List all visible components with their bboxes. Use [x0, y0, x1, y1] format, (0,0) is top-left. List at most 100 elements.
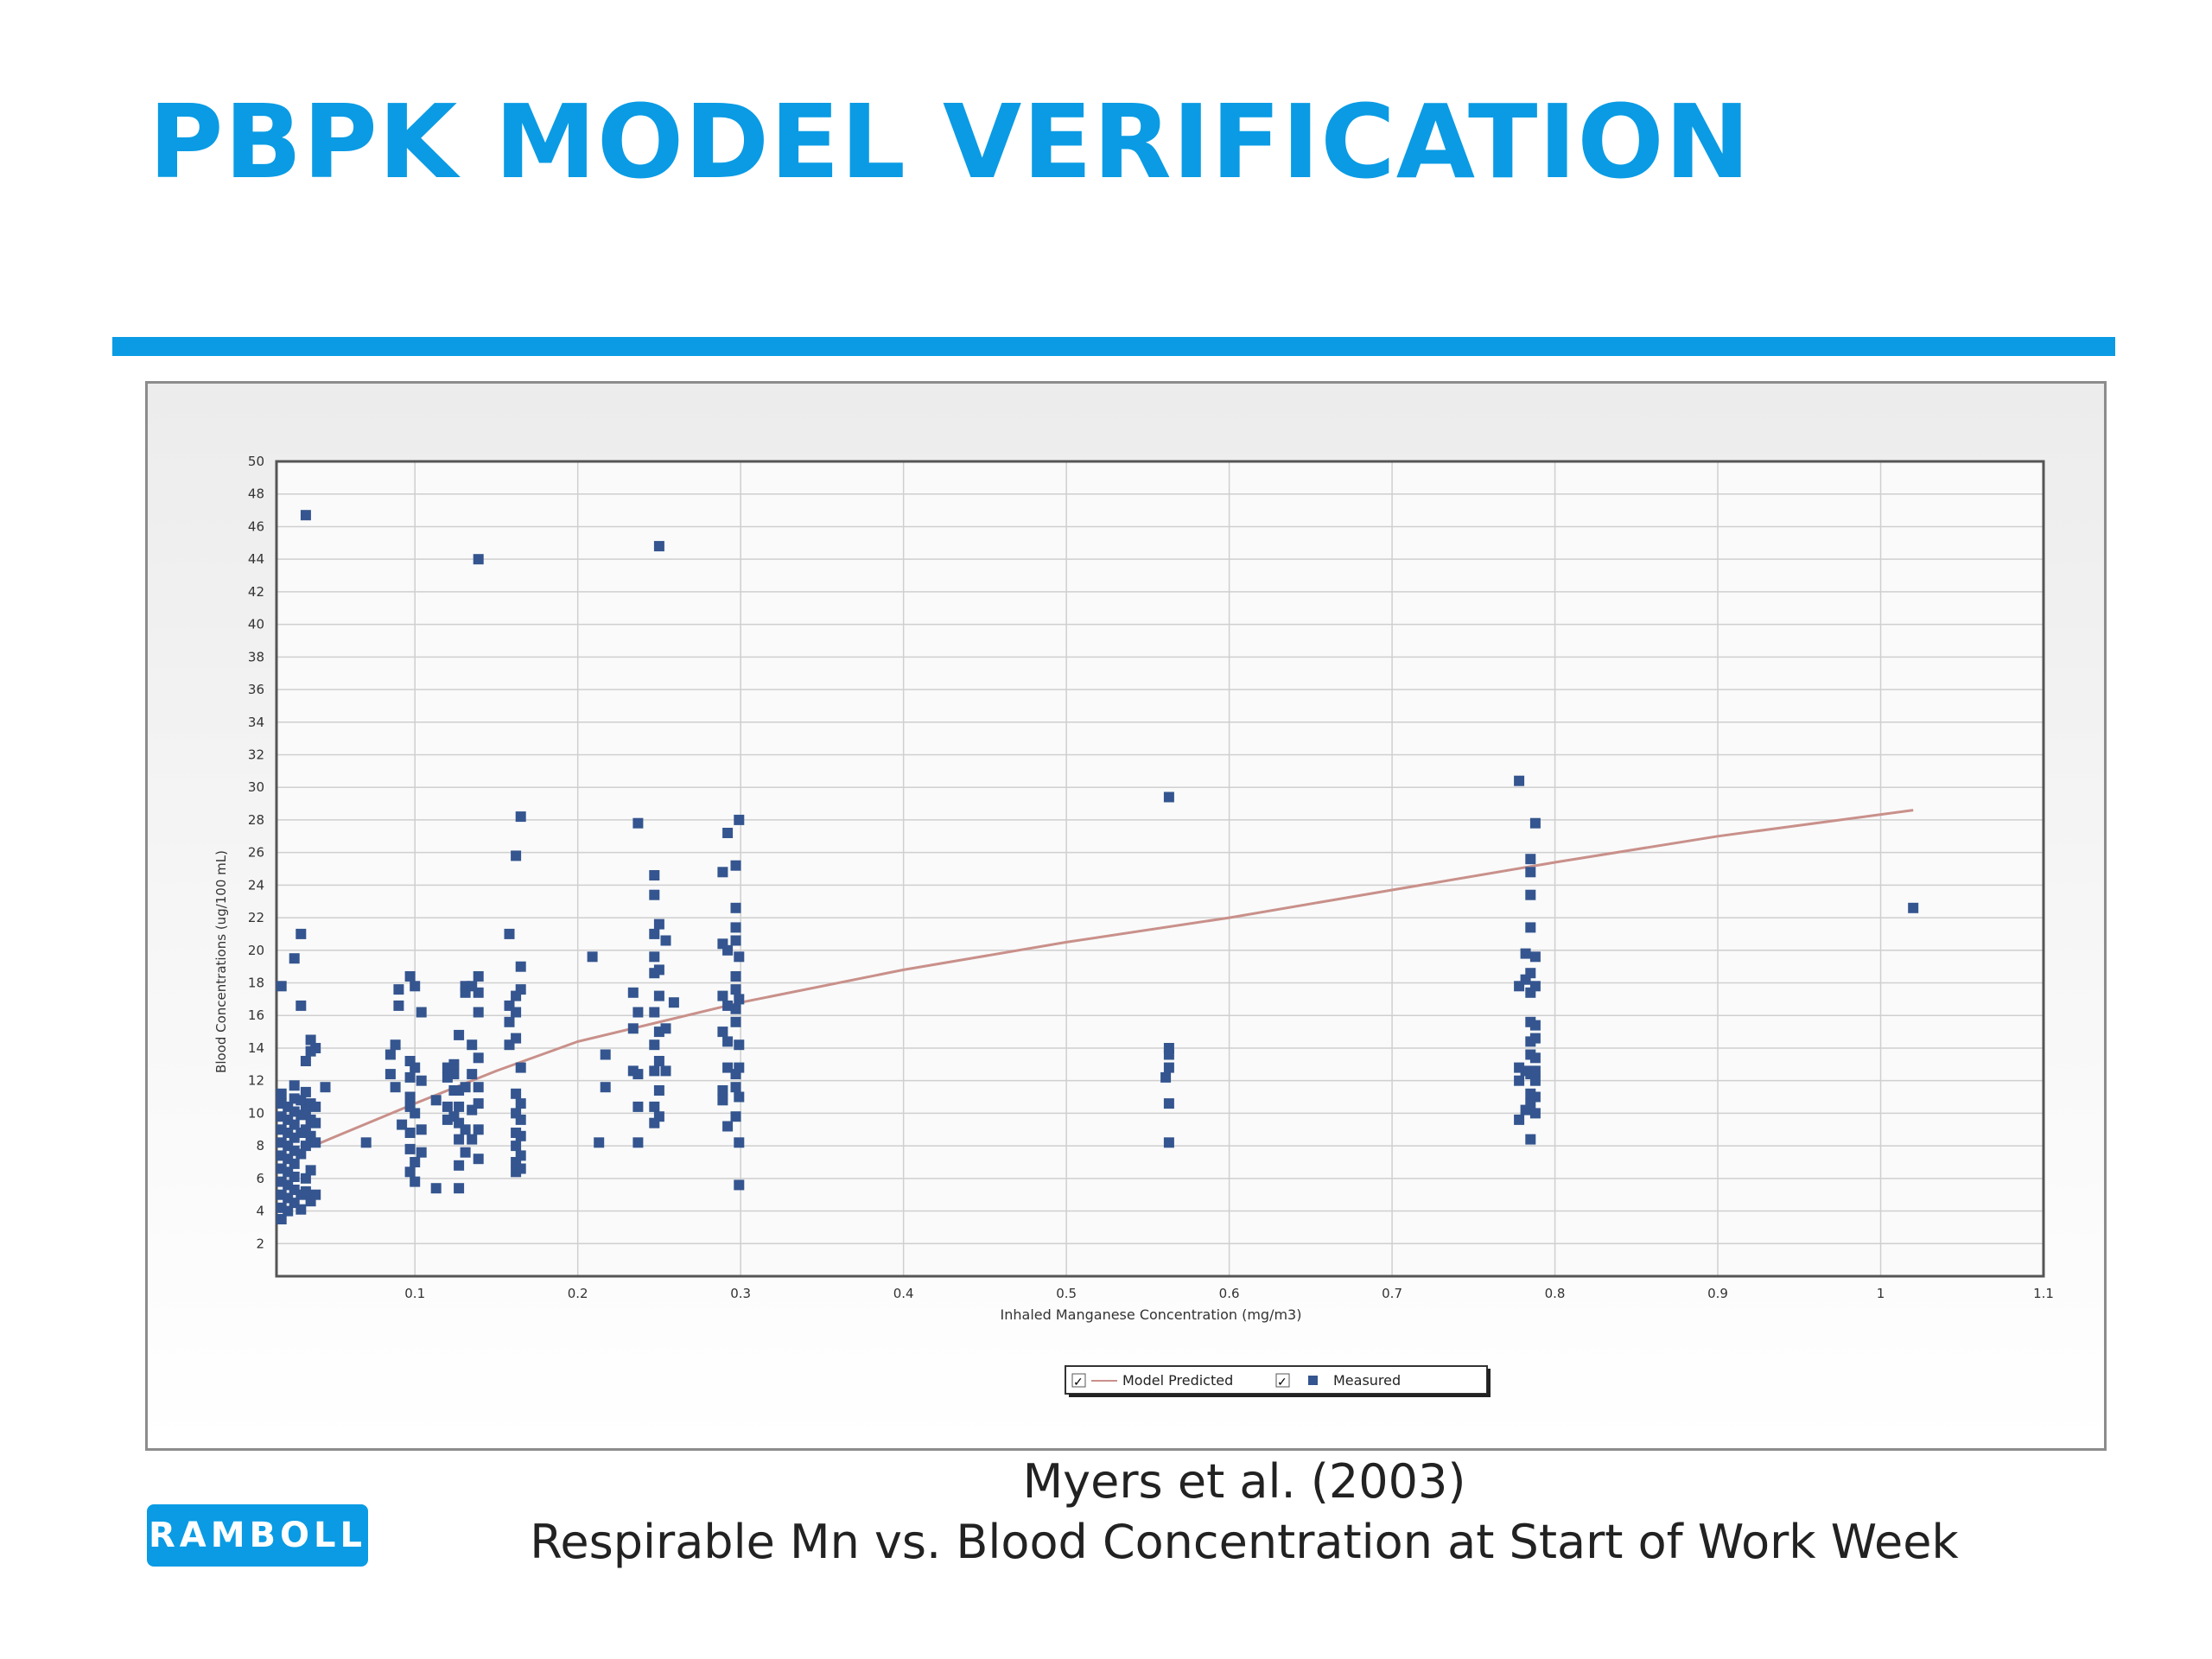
measured-point	[653, 964, 664, 976]
measured-point	[734, 1062, 745, 1073]
measured-point	[1525, 922, 1536, 933]
measured-point	[1529, 1020, 1541, 1031]
y-tick-label: 14	[248, 1040, 264, 1056]
measured-point	[276, 981, 287, 992]
series	[276, 510, 1919, 1224]
measured-point	[404, 1143, 416, 1154]
ramboll-logo: RAMBOLL	[147, 1504, 368, 1567]
legend-check-model: ✓	[1073, 1375, 1084, 1389]
measured-point	[600, 1049, 611, 1060]
measured-point	[511, 850, 522, 861]
measured-point	[515, 1163, 526, 1174]
measured-point	[730, 1016, 741, 1027]
measured-point	[649, 1065, 660, 1077]
measured-point	[460, 1082, 471, 1093]
measured-point	[653, 1111, 664, 1122]
y-tick-label: 46	[248, 518, 264, 534]
measured-point	[467, 1134, 478, 1145]
measured-point	[1163, 791, 1174, 803]
measured-point	[600, 1082, 611, 1093]
measured-point	[504, 1016, 515, 1027]
measured-point	[1529, 817, 1541, 829]
measured-point	[310, 1117, 321, 1128]
y-tick-label: 8	[256, 1138, 264, 1154]
measured-point	[717, 867, 728, 878]
measured-point	[276, 1088, 287, 1099]
legend-shadow	[1487, 1369, 1491, 1396]
measured-point	[722, 1036, 734, 1047]
legend-checkbox-measured[interactable]	[1275, 1373, 1290, 1388]
measured-point	[511, 1141, 522, 1152]
measured-point	[504, 928, 515, 939]
measured-point	[632, 817, 644, 829]
measured-point	[1525, 1134, 1536, 1145]
measured-point	[734, 951, 745, 963]
x-tick-label: 0.7	[1382, 1286, 1402, 1301]
x-tick-label: 0.5	[1056, 1286, 1077, 1301]
measured-point	[1529, 1075, 1541, 1086]
measured-point	[467, 1039, 478, 1051]
measured-point	[730, 1111, 741, 1122]
measured-point	[722, 828, 734, 838]
chart-frame: 2 4 6 8 10 12 14 16 18 20 22 24 26 28 30 32 34 36 38 40 42 44…	[145, 381, 2107, 1451]
y-tick-label: 30	[248, 779, 264, 795]
x-tick-label: 0.8	[1545, 1286, 1566, 1301]
measured-point	[1525, 889, 1536, 900]
measured-point	[653, 990, 664, 1001]
measured-point	[515, 984, 526, 995]
y-tick-label: 4	[256, 1204, 264, 1219]
caption-line-1: Myers et al. (2003)	[1022, 1454, 1466, 1509]
measured-point	[276, 1214, 287, 1224]
measured-point	[404, 1071, 416, 1083]
measured-point	[442, 1101, 453, 1112]
measured-point	[289, 1080, 300, 1091]
measured-point	[722, 944, 734, 956]
measured-point	[393, 984, 404, 995]
y-tick-label: 36	[248, 682, 264, 697]
measured-point	[1529, 1091, 1541, 1103]
y-tick-labels: 2468101214161820222426283032343638404244…	[248, 454, 264, 1251]
measured-point	[734, 1179, 745, 1191]
grid-lines	[276, 461, 2044, 1276]
measured-point	[649, 1101, 660, 1112]
measured-point	[594, 1137, 605, 1148]
y-tick-label: 38	[248, 649, 264, 664]
measured-point	[649, 870, 660, 880]
measured-point	[360, 1137, 372, 1148]
y-tick-label: 16	[248, 1007, 264, 1023]
measured-point	[1525, 854, 1536, 865]
y-tick-label: 48	[248, 486, 264, 502]
scatter-chart: 2468101214161820222426283032343638404244…	[213, 454, 2054, 1397]
measured-point	[730, 860, 741, 871]
measured-point	[1529, 1052, 1541, 1064]
measured-point	[717, 990, 728, 1001]
measured-point	[385, 1049, 396, 1060]
measured-point	[300, 1185, 311, 1197]
measured-point	[454, 1183, 465, 1194]
measured-point	[310, 1189, 321, 1200]
measured-point	[300, 1173, 311, 1184]
measured-point	[430, 1183, 442, 1194]
measured-point	[515, 1150, 526, 1161]
measured-point	[404, 1166, 416, 1178]
measured-point	[511, 1007, 522, 1018]
measured-point	[511, 1088, 522, 1099]
measured-point	[515, 961, 526, 972]
measured-point	[1529, 1108, 1541, 1119]
measured-point	[289, 1172, 300, 1182]
measured-point	[730, 935, 741, 946]
measured-point	[473, 1082, 484, 1093]
measured-point	[1529, 981, 1541, 992]
measured-point	[404, 1128, 416, 1138]
y-tick-label: 10	[248, 1105, 264, 1121]
measured-point	[393, 1000, 404, 1011]
measured-point	[454, 1029, 465, 1040]
y-tick-label: 12	[248, 1073, 264, 1089]
measured-point	[416, 1075, 427, 1086]
measured-point	[1163, 1062, 1174, 1073]
legend-checkbox-model[interactable]	[1071, 1373, 1086, 1388]
y-tick-label: 24	[248, 877, 264, 893]
measured-point	[460, 1147, 471, 1158]
x-tick-labels: 0.1 0.2 0.3 0.4 0.5 0.6 0.7 0.8 0.9 1 1.1	[404, 1286, 2054, 1301]
measured-point	[1160, 1071, 1172, 1083]
